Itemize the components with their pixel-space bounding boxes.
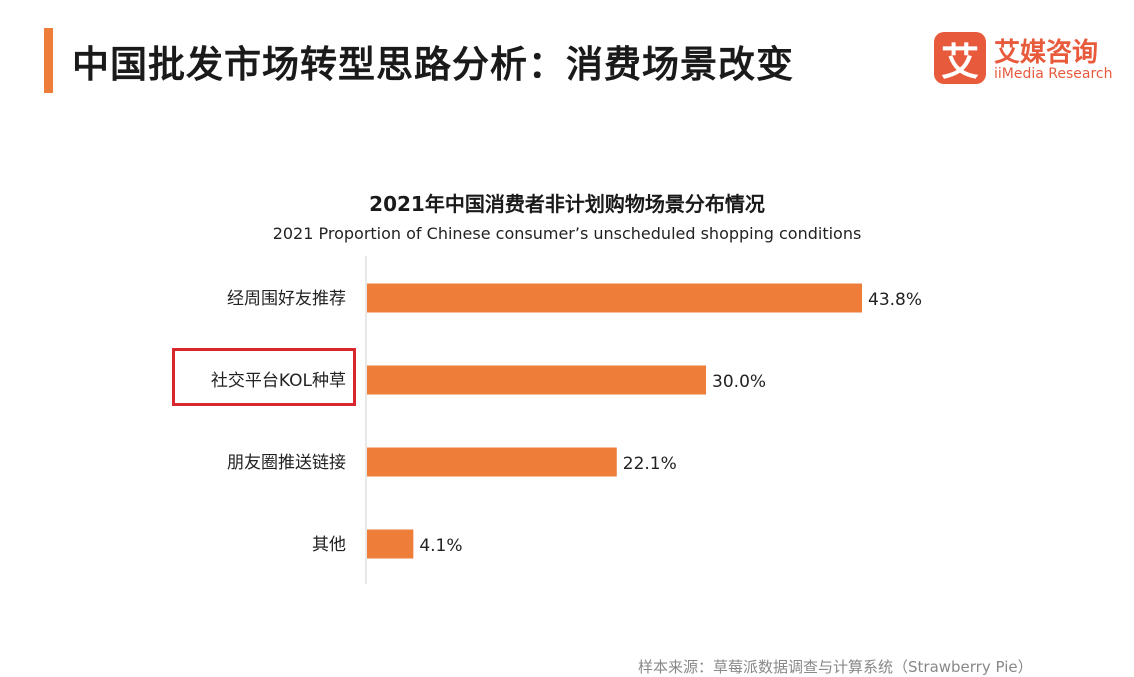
value-label: 43.8% bbox=[868, 290, 922, 310]
bar bbox=[367, 447, 617, 477]
logo-name-cn: 艾媒咨询 bbox=[994, 38, 1099, 68]
logo-name-en: iiMedia Research bbox=[994, 66, 1113, 82]
bar bbox=[367, 529, 414, 559]
chart-subtitle: 2021 Proportion of Chinese consumer’s un… bbox=[272, 224, 862, 243]
page-title: 中国批发市场转型思路分析：消费场景改变 bbox=[72, 43, 794, 86]
category-label: 经周围好友推荐 bbox=[227, 289, 346, 309]
bar bbox=[367, 283, 862, 313]
category-label: 朋友圈推送链接 bbox=[227, 453, 346, 473]
bar bbox=[367, 365, 707, 395]
category-label: 其他 bbox=[312, 535, 346, 555]
highlight-box bbox=[172, 348, 356, 406]
logo-mark-icon: 艾 bbox=[934, 32, 986, 84]
source-note: 样本来源：草莓派数据调查与计算系统（Strawberry Pie） bbox=[638, 658, 1033, 676]
category-label: 社交平台KOL种草 bbox=[211, 371, 346, 391]
chart-title: 2021年中国消费者非计划购物场景分布情况 bbox=[369, 192, 765, 216]
title-accent-bar bbox=[44, 28, 53, 93]
value-label: 22.1% bbox=[623, 454, 677, 474]
value-label: 4.1% bbox=[419, 536, 462, 556]
value-label: 30.0% bbox=[712, 372, 766, 392]
iimedia-logo: 艾 艾媒咨询 iiMedia Research bbox=[934, 32, 1120, 86]
